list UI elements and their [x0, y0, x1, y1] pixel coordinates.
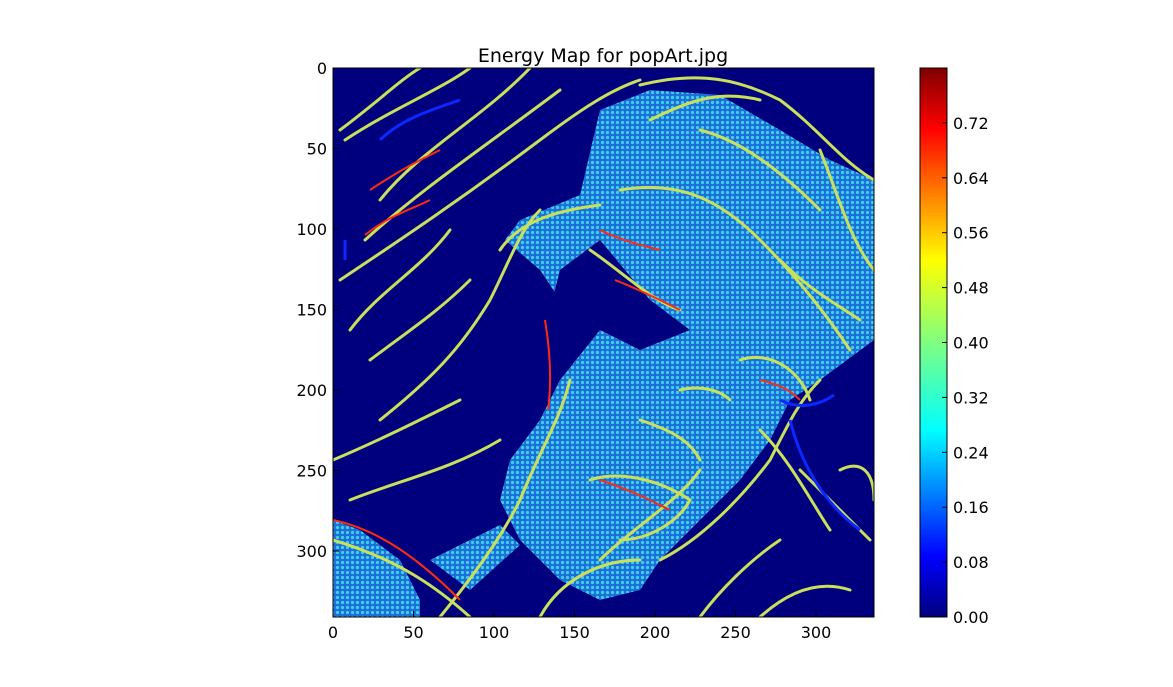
- colorbar-tick-label: 0.56: [953, 224, 989, 243]
- outline-contours: [333, 68, 874, 617]
- shoulder-halftone-region: [333, 520, 420, 617]
- colorbar-tick-label: 0.08: [953, 553, 989, 572]
- x-tick-label: 200: [640, 623, 671, 642]
- hair-shadow: [545, 240, 690, 380]
- axes-frame: [332, 67, 875, 618]
- colorbar-tick-label: 0.64: [953, 169, 989, 188]
- y-tick-label: 200: [296, 381, 327, 400]
- colorbar-tick-label: 0.72: [953, 114, 989, 133]
- low-energy-contours: [343, 98, 861, 532]
- x-tick-label: 50: [403, 623, 423, 642]
- x-tick-label: 300: [801, 623, 832, 642]
- heatmap-image: [333, 68, 874, 617]
- y-tick-label: 0: [317, 59, 327, 78]
- y-tick-label: 250: [296, 461, 327, 480]
- x-tick-label: 100: [479, 623, 510, 642]
- colorbar-tick-label: 0.48: [953, 279, 989, 298]
- y-tick-label: 100: [296, 220, 327, 239]
- x-tick-label: 250: [720, 623, 751, 642]
- x-tick-label: 0: [328, 623, 338, 642]
- colorbar-tick-label: 0.40: [953, 334, 989, 353]
- x-tick-label: 150: [559, 623, 590, 642]
- chart-title: Energy Map for popArt.jpg: [478, 45, 728, 67]
- x-axis: 0 50 100 150 200 250 300: [328, 611, 831, 642]
- colorbar-tick-label: 0.32: [953, 388, 989, 407]
- colorbar-tick-label: 0.00: [953, 608, 989, 627]
- y-tick-label: 300: [296, 542, 327, 561]
- colorbar-tick-label: 0.24: [953, 443, 989, 462]
- colorbar-axis: 0.00 0.08 0.16 0.24 0.32 0.40 0.48 0.56 0.64 0.72: [942, 114, 989, 627]
- y-tick-label: 150: [296, 300, 327, 319]
- face-halftone-region: [500, 90, 874, 600]
- y-tick-label: 50: [307, 139, 327, 158]
- high-energy-contours: [333, 149, 801, 601]
- y-axis: 0 50 100 150 200 250 300: [296, 59, 339, 561]
- colorbar-tick-label: 0.16: [953, 498, 989, 517]
